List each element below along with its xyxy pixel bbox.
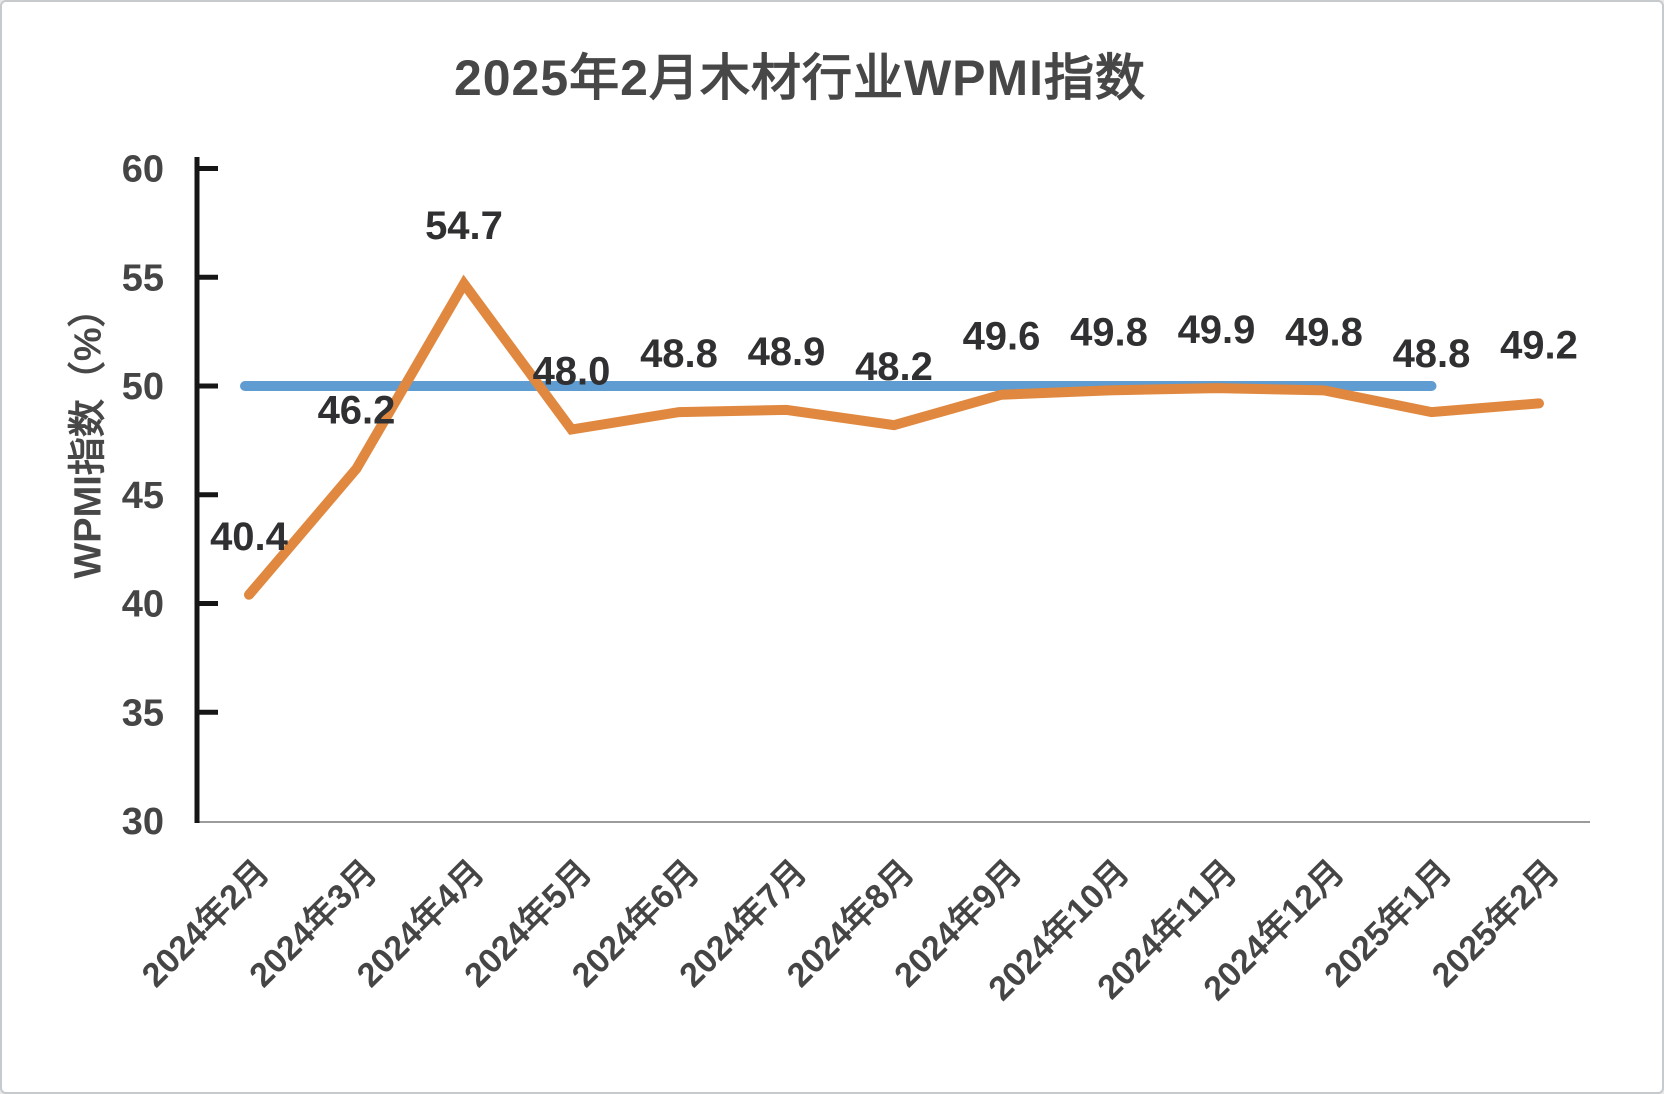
data-label: 49.8	[1070, 310, 1148, 354]
data-label: 46.2	[318, 389, 396, 433]
y-tick-label: 45	[122, 475, 164, 517]
data-label: 48.2	[855, 345, 933, 389]
data-label: 49.9	[1178, 308, 1256, 352]
data-label: 54.7	[425, 204, 503, 248]
y-tick-label: 35	[122, 692, 164, 734]
data-label: 49.8	[1285, 310, 1363, 354]
y-tick-label: 30	[122, 801, 164, 843]
data-label: 49.2	[1500, 323, 1578, 367]
y-tick-label: 50	[122, 366, 164, 408]
data-label: 48.8	[640, 332, 718, 376]
wpmi-series-line	[244, 274, 1544, 600]
data-label: 48.8	[1393, 332, 1471, 376]
data-label: 48.9	[748, 330, 826, 374]
data-label: 48.0	[533, 350, 611, 394]
data-label: 40.4	[210, 515, 289, 559]
y-tick-label: 55	[122, 257, 164, 299]
data-label: 49.6	[963, 315, 1041, 359]
chart-title: 2025年2月木材行业WPMI指数	[453, 50, 1147, 106]
y-tick-label: 60	[122, 149, 164, 191]
y-tick-label: 40	[122, 584, 164, 626]
